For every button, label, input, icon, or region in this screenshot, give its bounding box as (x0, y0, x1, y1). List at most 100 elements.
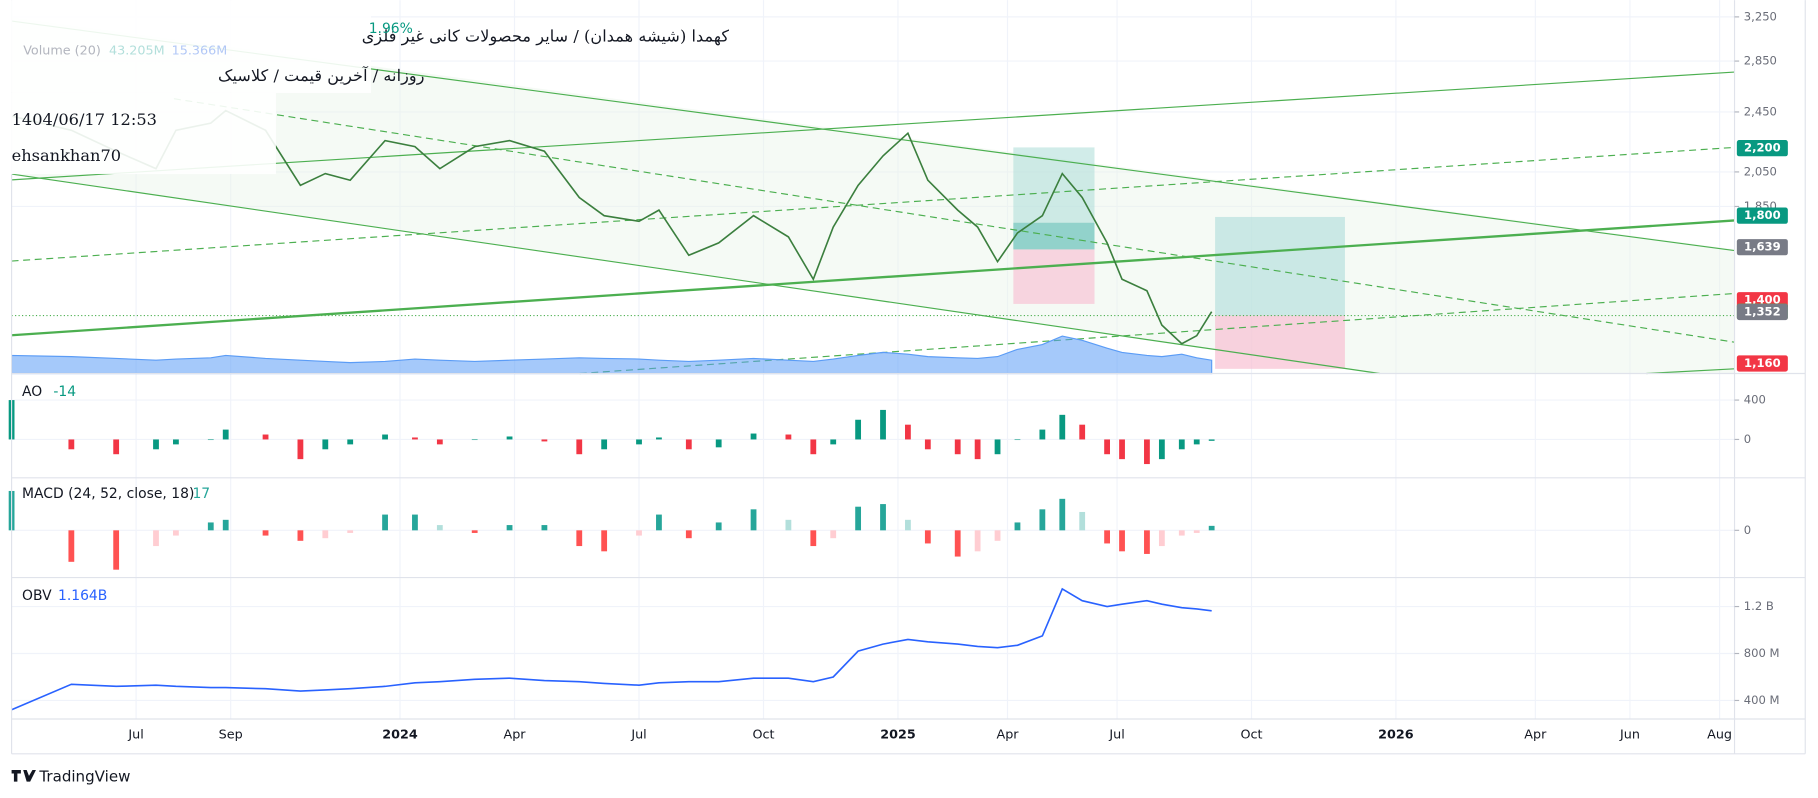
histogram-bar (656, 437, 662, 440)
histogram-bar (436, 439, 443, 445)
macd-last-value: 17 (192, 486, 210, 502)
histogram-bar (715, 439, 722, 448)
histogram-bar (974, 439, 981, 460)
x-tick-label: 2024 (382, 728, 418, 743)
histogram-bar (810, 439, 817, 455)
histogram-bar (656, 514, 662, 531)
volume-value: 15.366M (172, 44, 228, 59)
y-tick-label: 2,050 (1744, 164, 1777, 178)
histogram-bar (785, 519, 792, 531)
histogram-bar (541, 439, 548, 442)
histogram-bar (222, 519, 229, 531)
price-label: 1,352 (1744, 304, 1781, 318)
histogram-bar (347, 530, 354, 533)
price-label: 1,160 (1744, 356, 1781, 370)
logo-mark (11, 770, 36, 782)
x-tick-label: Jul (127, 728, 143, 743)
price-label: 2,200 (1744, 141, 1781, 155)
histogram-bar (1178, 530, 1185, 536)
histogram-bar (601, 530, 608, 552)
y-tick-label: 800 M (1744, 646, 1780, 660)
histogram-bar (905, 519, 911, 531)
x-tick-label: Jul (1108, 728, 1124, 743)
change-label: 1.96% (369, 21, 413, 37)
y-tick-label: 1.2 B (1744, 599, 1774, 613)
price-label-bg (1736, 239, 1788, 256)
histogram-bar (347, 439, 354, 445)
histogram-bar (153, 530, 159, 547)
axes: Jul Sep 2024 Apr Jul Oct 2025 Apr Jul Oct 2026 Apr J… (127, 9, 1788, 743)
histogram-bar (471, 530, 478, 533)
histogram-bar (262, 530, 269, 536)
histogram-bar (1193, 530, 1200, 533)
histogram-bar (113, 530, 120, 570)
histogram-bar (436, 525, 443, 531)
histogram-bar (1014, 522, 1021, 531)
histogram-bar (1039, 429, 1046, 440)
histogram-bar (412, 437, 418, 440)
histogram-bar (924, 439, 931, 450)
histogram-bar (715, 522, 722, 531)
pane-borders (11, 0, 1806, 755)
branding: TradingView (38, 767, 130, 785)
header-bg (0, 0, 372, 93)
author: ehsankhan70 (12, 146, 122, 165)
histogram-bar (1104, 439, 1110, 455)
histogram-bar (855, 506, 862, 531)
histogram-bar (1193, 439, 1200, 445)
y-tick-label: 3,250 (1744, 9, 1777, 23)
timestamp: 1404/06/17 12:53 (12, 110, 157, 129)
price-line (11, 109, 1213, 345)
logo: TradingView (11, 767, 130, 785)
histogram-bar (1178, 439, 1185, 450)
histogram-bar (541, 525, 548, 531)
price-label: 1,400 (1744, 293, 1781, 307)
trend-line (11, 71, 1735, 181)
histogram-bar (636, 439, 642, 445)
ao-title: AO (22, 384, 42, 400)
obv-title: OBV (22, 588, 52, 604)
y-tick-label: 0 (1744, 523, 1751, 537)
price-label: 1,800 (1744, 208, 1781, 222)
x-tick-label: Oct (752, 728, 774, 743)
histogram-bar (924, 530, 931, 544)
histogram-bar (1014, 439, 1021, 441)
macd-title: MACD (24, 52, close, 18) (22, 486, 194, 502)
histogram-bar (297, 439, 304, 460)
histogram-bar (262, 434, 269, 440)
histogram-bar (297, 530, 304, 541)
volume-area (11, 335, 1213, 375)
histogram-bar (636, 530, 642, 536)
x-tick-label: Apr (1524, 728, 1547, 743)
histogram-bar (685, 530, 692, 539)
histogram-bar (153, 439, 159, 450)
x-tick-label: Sep (219, 728, 243, 743)
histogram-bar (576, 439, 583, 455)
histogram-bar (810, 530, 817, 547)
target-zone (1215, 216, 1345, 316)
histogram-bar (880, 409, 886, 440)
stop-zone (1013, 249, 1095, 304)
histogram-bar (785, 434, 792, 440)
histogram-bar (382, 514, 388, 531)
histogram-bar (576, 530, 583, 547)
histogram-bar (1059, 414, 1066, 440)
x-tick-label: Apr (996, 728, 1019, 743)
price-label-bg (1736, 303, 1788, 321)
trend-line (1646, 368, 1735, 375)
histogram-bar (1208, 439, 1215, 441)
histogram-bar (412, 514, 418, 531)
price-label-bg (1736, 355, 1788, 372)
histogram-bar (1079, 511, 1086, 531)
title: کهمدا (شیشه همدان) / سایر محصولات کانی غ… (362, 27, 730, 46)
histogram-bar (173, 439, 179, 445)
histogram-bar (855, 419, 862, 440)
y-tick-label: 2,850 (1744, 54, 1777, 68)
histogram-bar (905, 424, 911, 440)
histogram-bar (1158, 530, 1165, 547)
histogram-bar (506, 436, 513, 440)
x-tick-label: Aug (1707, 728, 1732, 743)
target-zone (1013, 147, 1095, 250)
subtitle: روزانه / آخرین قیمت / کلاسیک (218, 65, 425, 85)
